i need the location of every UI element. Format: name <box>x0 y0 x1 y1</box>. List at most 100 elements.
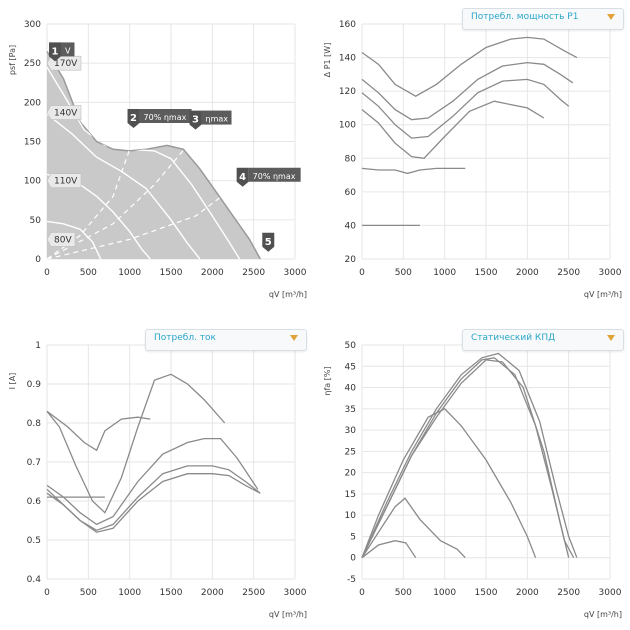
series-line-s3 <box>361 78 570 139</box>
y-tick-label: 35 <box>345 405 356 415</box>
dropdown-power-label: Потребл. мощность P1 <box>471 12 579 22</box>
x-tick-label: 0 <box>44 268 50 278</box>
y-tick-label: 0.6 <box>27 497 42 507</box>
y-tick-label: 0 <box>350 554 356 564</box>
x-tick-label: 1500 <box>475 268 498 278</box>
marker-badge <box>127 109 140 128</box>
y-tick-label: 120 <box>339 87 356 97</box>
x-tick-label: 500 <box>395 588 412 598</box>
voltage-label: 170V <box>54 59 78 69</box>
marker-text: ηmax <box>206 115 229 124</box>
voltage-label: 110V <box>54 177 78 187</box>
x-tick-label: 1000 <box>433 268 456 278</box>
x-tick-label: 3000 <box>284 588 307 598</box>
dropdown-current[interactable]: Потребл. ток <box>145 329 307 351</box>
x-tick-label: 2000 <box>516 588 539 598</box>
marker-text: 70% ηmax <box>144 113 187 122</box>
x-tick-label: 1000 <box>118 588 141 598</box>
series-line-s3 <box>361 359 570 558</box>
y-tick-label: 45 <box>345 362 356 372</box>
chevron-down-icon[interactable] <box>607 335 615 341</box>
y-tick-label: 40 <box>345 221 357 231</box>
y-tick-label: 300 <box>24 20 41 30</box>
envelope-curve <box>46 51 261 260</box>
marker-badge <box>189 110 202 130</box>
x-axis-label: qV [m³/h] <box>269 290 307 299</box>
y-tick-label: 100 <box>339 121 356 131</box>
y-axis-label: psf [Pa] <box>8 45 17 75</box>
x-tick-label: 3000 <box>599 268 622 278</box>
marker-text: V <box>65 46 71 55</box>
series-line-s1 <box>46 373 226 514</box>
x-tick-label: 1000 <box>433 588 456 598</box>
series-line-s6 <box>361 540 417 559</box>
operating-area <box>47 51 261 260</box>
y-tick-label: 10 <box>345 511 357 521</box>
y-tick-label: 150 <box>24 138 41 148</box>
y-tick-label: 160 <box>339 20 356 30</box>
x-tick-label: 2000 <box>201 588 224 598</box>
voltage-tag <box>46 173 82 188</box>
y-tick-label: 0.8 <box>27 419 42 429</box>
marker-number: 1 <box>52 46 59 57</box>
panel-power: 20 40 60 80 100 120 140 160 0 500 1000 1500 2000 2500… <box>323 20 622 299</box>
x-axis-label: qV [m³/h] <box>269 610 307 619</box>
series-line-s4 <box>361 408 537 558</box>
marker-tag <box>201 110 232 125</box>
voltage-tag <box>46 105 82 120</box>
y-tick-label: 60 <box>345 188 357 198</box>
y-tick-label: 200 <box>24 98 41 108</box>
marker-tag <box>139 109 192 123</box>
y-tick-label: 0.4 <box>27 575 42 585</box>
x-tick-label: 0 <box>44 588 50 598</box>
marker-number: 5 <box>265 237 272 248</box>
efficiency-line-1 <box>47 145 188 260</box>
marker-badge <box>262 232 275 252</box>
series-line-s5 <box>46 473 261 533</box>
y-tick-label: 20 <box>345 469 357 479</box>
panel-current: 0.4 0.5 0.6 0.7 0.8 0.9 1 0 500 1000 1500 2000 2500 3… <box>8 341 307 619</box>
x-tick-label: 1000 <box>118 268 141 278</box>
chevron-down-icon[interactable] <box>607 14 615 20</box>
y-tick-label: 50 <box>345 341 357 351</box>
y-tick-label: 40 <box>345 384 357 394</box>
dropdown-efficiency-label: Статический КПД <box>471 333 556 343</box>
y-tick-label: 0 <box>35 255 41 265</box>
voltage-curve-140V <box>47 113 201 260</box>
x-tick-label: 0 <box>359 268 365 278</box>
y-tick-label: 15 <box>345 490 356 500</box>
marker-number: 4 <box>239 172 246 183</box>
voltage-tag <box>46 232 76 247</box>
x-tick-label: 3000 <box>599 588 622 598</box>
series-line-s5 <box>361 167 466 175</box>
x-axis-label: qV [m³/h] <box>584 290 622 299</box>
series-line-s1 <box>361 352 578 558</box>
marker-tag <box>61 42 75 57</box>
y-tick-label: 25 <box>345 447 356 457</box>
y-tick-label: 250 <box>24 59 41 69</box>
series-line-s2 <box>361 61 574 121</box>
marker-text: 70% ηmax <box>253 172 296 181</box>
x-tick-label: 500 <box>80 268 97 278</box>
series-line-s5 <box>361 497 466 559</box>
marker-badge <box>49 42 61 62</box>
x-tick-label: 0 <box>359 588 365 598</box>
y-tick-label: -5 <box>347 575 356 585</box>
x-tick-label: 3000 <box>284 268 307 278</box>
x-tick-label: 1500 <box>160 588 183 598</box>
x-tick-label: 2000 <box>516 268 539 278</box>
y-tick-label: 0.9 <box>27 380 42 390</box>
dropdown-power[interactable]: Потребл. мощность P1 <box>462 8 624 30</box>
dropdown-efficiency[interactable]: Статический КПД <box>462 329 624 351</box>
x-tick-label: 2000 <box>201 268 224 278</box>
x-tick-label: 500 <box>80 588 97 598</box>
marker-tag <box>248 167 301 182</box>
voltage-label: 140V <box>54 109 78 119</box>
chevron-down-icon[interactable] <box>290 335 298 341</box>
x-tick-label: 2500 <box>242 268 265 278</box>
x-axis-label: qV [m³/h] <box>584 610 622 619</box>
x-tick-label: 1500 <box>160 268 183 278</box>
